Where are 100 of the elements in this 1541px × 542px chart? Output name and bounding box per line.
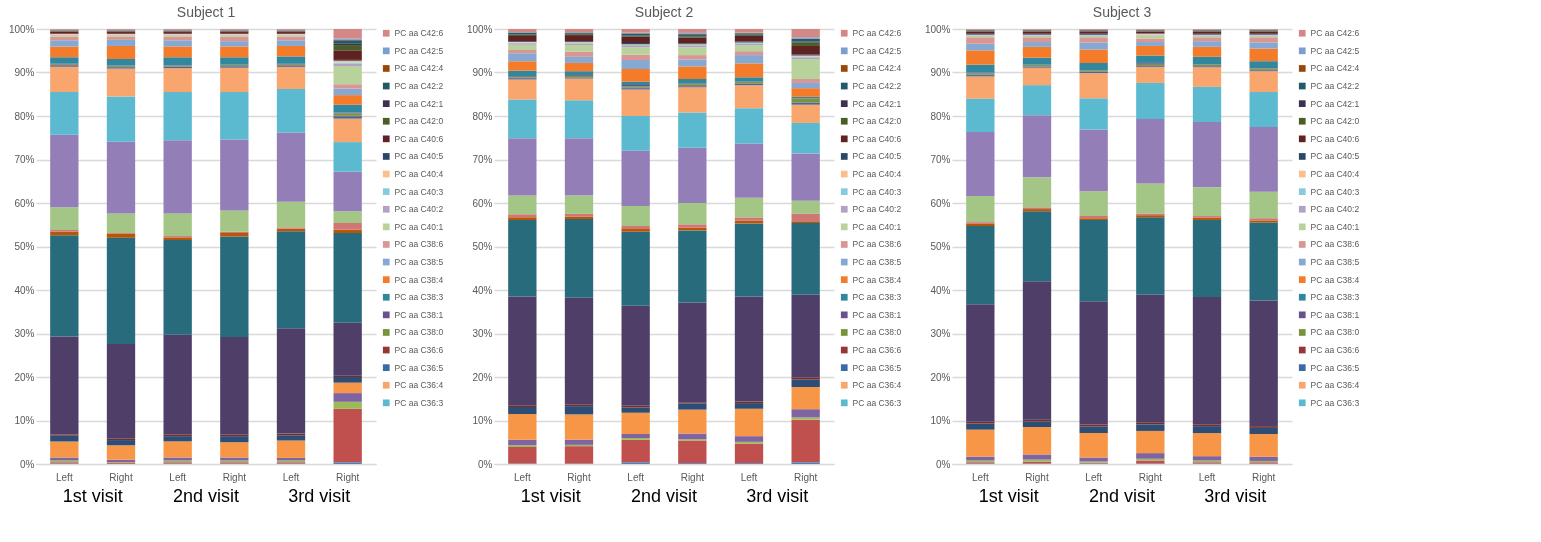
legend-label: PC aa C38:1 xyxy=(852,309,902,320)
y-tick-label: 100% xyxy=(8,23,35,35)
legend-label: PC aa C38:3 xyxy=(394,292,444,303)
y-tick-label: 0% xyxy=(478,458,493,470)
y-tick-label: 60% xyxy=(472,197,493,209)
y-tick-label: 80% xyxy=(930,110,951,122)
legend-label: PC aa C42:5 xyxy=(1310,45,1360,56)
legend-label: PC aa C40:6 xyxy=(394,133,444,144)
legend-label: PC aa C36:3 xyxy=(1310,397,1360,408)
x-tick-label: Right xyxy=(335,471,360,483)
legend-label: PC aa C40:1 xyxy=(394,221,444,232)
legend-label: PC aa C40:2 xyxy=(852,204,902,215)
x-tick-label: Left xyxy=(1085,471,1103,483)
y-tick-label: 30% xyxy=(14,328,35,339)
legend-label: PC aa C38:3 xyxy=(1310,292,1360,303)
legend-label: PC aa C38:4 xyxy=(1310,274,1360,285)
legend-label: PC aa C40:3 xyxy=(1310,186,1360,197)
y-tick-label: 40% xyxy=(14,284,35,296)
legend-label: PC aa C40:4 xyxy=(1310,169,1360,180)
legend-label: PC aa C40:1 xyxy=(852,221,902,232)
y-tick-label: 70% xyxy=(930,154,951,165)
legend-label: PC aa C40:3 xyxy=(852,186,902,197)
chart-title: Subject 1 xyxy=(176,4,236,20)
y-tick-label: 70% xyxy=(472,154,493,165)
legend-label: PC aa C40:6 xyxy=(1310,133,1360,144)
y-tick-label: 70% xyxy=(14,154,35,165)
text: 2nd visit xyxy=(630,486,698,506)
y-tick-label: 0% xyxy=(936,458,951,470)
legend-label: PC aa C40:5 xyxy=(852,151,902,162)
text: 2nd visit xyxy=(172,486,240,506)
legend-label: PC aa C36:5 xyxy=(394,362,444,373)
legend-label: PC aa C42:6 xyxy=(394,28,444,39)
legend-label: PC aa C42:2 xyxy=(394,81,444,92)
legend-label: PC aa C42:5 xyxy=(394,45,444,56)
y-tick-label: 100% xyxy=(924,23,951,35)
y-tick-label: 90% xyxy=(14,67,35,78)
x-tick-label: Right xyxy=(680,471,705,483)
legend-label: PC aa C36:4 xyxy=(1310,380,1360,391)
legend-label: PC aa C42:1 xyxy=(1310,98,1360,109)
legend-label: PC aa C38:1 xyxy=(1310,309,1360,320)
y-tick-label: 60% xyxy=(930,197,951,209)
y-tick-label: 40% xyxy=(930,284,951,296)
y-tick-label: 50% xyxy=(472,241,493,252)
y-tick-label: 0% xyxy=(20,458,35,470)
legend-label: PC aa C40:5 xyxy=(394,151,444,162)
x-tick-label: Left xyxy=(740,471,758,483)
y-tick-label: 50% xyxy=(14,241,35,252)
x-tick-label: Right xyxy=(1025,471,1049,483)
x-tick-label: Right xyxy=(1251,471,1276,483)
legend-label: PC aa C40:2 xyxy=(394,204,444,215)
legend-label: PC aa C42:2 xyxy=(1310,81,1360,92)
chart-title: Subject 3 xyxy=(1092,4,1152,20)
y-tick-label: 50% xyxy=(930,241,951,252)
y-tick-label: 10% xyxy=(472,415,493,426)
x-tick-label: Left xyxy=(971,471,989,483)
legend-label: PC aa C36:3 xyxy=(852,397,902,408)
y-tick-label: 20% xyxy=(14,371,35,383)
legend-label: PC aa C40:1 xyxy=(1310,221,1360,232)
x-tick-label: Right xyxy=(567,471,591,483)
text: 1st visit xyxy=(978,486,1039,506)
legend-label: PC aa C42:4 xyxy=(1310,63,1360,74)
text: 3rd visit xyxy=(288,486,351,506)
legend-label: PC aa C42:4 xyxy=(394,63,444,74)
x-tick-label: Left xyxy=(513,471,531,483)
chart-title: Subject 2 xyxy=(634,4,694,20)
legend-label: PC aa C38:4 xyxy=(852,274,902,285)
y-tick-label: 20% xyxy=(472,371,493,383)
y-tick-label: 20% xyxy=(930,371,951,383)
y-tick-label: 10% xyxy=(930,415,951,426)
legend-label: PC aa C40:2 xyxy=(1310,204,1360,215)
x-tick-label: Right xyxy=(109,471,133,483)
legend-label: PC aa C42:0 xyxy=(394,116,444,127)
legend-label: PC aa C42:5 xyxy=(852,45,902,56)
x-tick-label: Left xyxy=(55,471,73,483)
x-tick-label: Right xyxy=(1138,471,1163,483)
legend-label: PC aa C40:3 xyxy=(394,186,444,197)
y-tick-label: 90% xyxy=(472,67,493,78)
y-tick-label: 40% xyxy=(472,284,493,296)
legend-label: PC aa C38:6 xyxy=(852,239,902,250)
text: 3rd visit xyxy=(1204,486,1267,506)
legend-label: PC aa C40:4 xyxy=(394,169,444,180)
legend-label: PC aa C42:2 xyxy=(852,81,902,92)
legend-label: PC aa C38:5 xyxy=(852,257,902,268)
x-tick-label: Left xyxy=(282,471,300,483)
legend-label: PC aa C42:1 xyxy=(852,98,902,109)
legend-label: PC aa C36:3 xyxy=(394,397,444,408)
legend-label: PC aa C40:5 xyxy=(1310,151,1360,162)
legend-label: PC aa C42:4 xyxy=(852,63,902,74)
y-tick-label: 10% xyxy=(14,415,35,426)
legend-label: PC aa C36:4 xyxy=(394,380,444,391)
legend-label: PC aa C38:6 xyxy=(1310,239,1360,250)
legend-label: PC aa C36:5 xyxy=(1310,362,1360,373)
y-tick-label: 100% xyxy=(466,23,493,35)
legend-label: PC aa C38:5 xyxy=(394,257,444,268)
y-tick-label: 30% xyxy=(930,328,951,339)
legend-label: PC aa C38:1 xyxy=(394,309,444,320)
legend-label: PC aa C38:3 xyxy=(852,292,902,303)
legend-label: PC aa C42:6 xyxy=(852,28,902,39)
x-tick-label: Left xyxy=(1198,471,1216,483)
y-tick-label: 90% xyxy=(930,67,951,78)
